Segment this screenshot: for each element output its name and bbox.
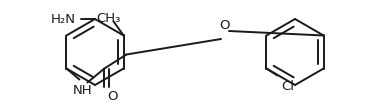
Text: Cl: Cl <box>282 80 294 94</box>
Text: H₂N: H₂N <box>51 13 76 25</box>
Text: O: O <box>220 19 230 32</box>
Text: O: O <box>107 91 118 103</box>
Text: NH: NH <box>73 85 92 97</box>
Text: CH₃: CH₃ <box>97 12 121 25</box>
